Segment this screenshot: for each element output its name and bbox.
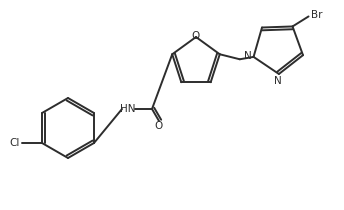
Text: HN: HN — [120, 104, 136, 114]
Text: N: N — [274, 76, 282, 86]
Text: Br: Br — [311, 10, 322, 20]
Text: Cl: Cl — [10, 138, 20, 148]
Text: N: N — [244, 51, 251, 61]
Text: O: O — [155, 121, 163, 131]
Text: O: O — [192, 31, 200, 41]
